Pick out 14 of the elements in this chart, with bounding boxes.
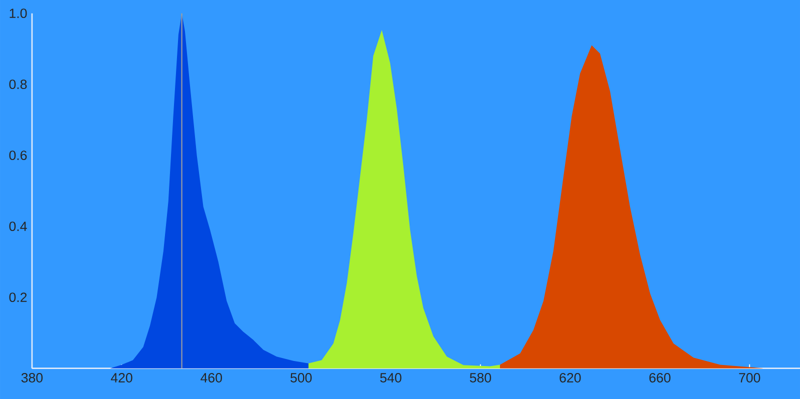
y-tick-label: 0.2: [9, 292, 27, 302]
x-tick-label: 380: [21, 373, 43, 382]
y-tick-label: 0.6: [9, 150, 27, 160]
y-tick-label: 0.8: [9, 80, 27, 90]
x-tick-label: 460: [200, 373, 222, 382]
x-tick-label: 540: [380, 373, 402, 382]
y-tick-label: 0.4: [9, 222, 27, 232]
x-tick-label: 580: [470, 373, 492, 382]
x-tick-label: 700: [739, 373, 760, 382]
y-tick-label: 1.0: [10, 8, 27, 18]
x-tick-label: 500: [290, 373, 312, 382]
x-tick-label: 660: [649, 373, 670, 382]
x-tick-label: 420: [110, 373, 132, 382]
x-tick-label: 620: [560, 373, 581, 382]
